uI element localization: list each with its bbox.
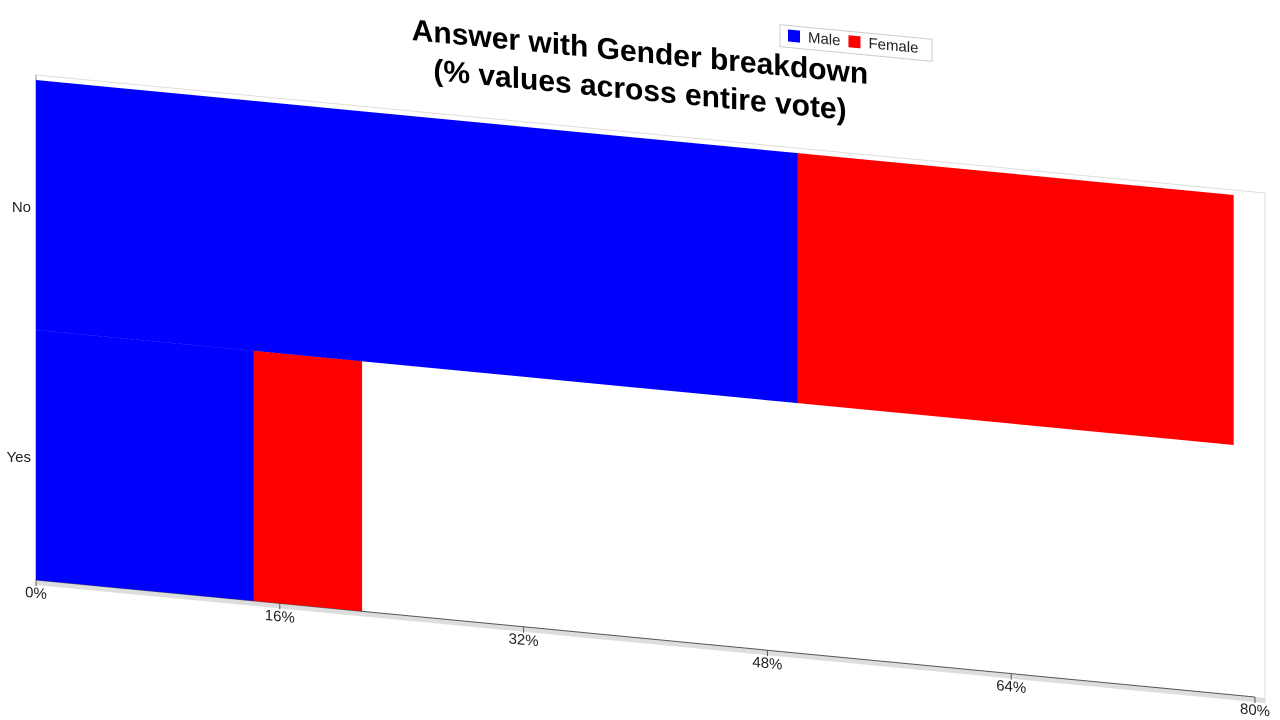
x-tick-label: 80% (1240, 701, 1270, 720)
legend-label: Female (868, 35, 918, 57)
legend-swatch (848, 35, 861, 49)
bar (797, 153, 1234, 445)
x-tick-label: 16% (265, 607, 295, 627)
bar (36, 79, 798, 404)
x-tick-label: 64% (996, 677, 1026, 697)
x-tick-label: 0% (25, 584, 47, 603)
y-tick-label: No (12, 199, 31, 216)
category-axis: No Yes (7, 199, 31, 466)
x-tick-label: 32% (509, 630, 539, 650)
floor (36, 579, 1265, 703)
legend: Male Female (779, 24, 933, 62)
y-tick-label: Yes (7, 449, 31, 466)
legend-swatch (788, 29, 800, 43)
bar (253, 350, 363, 612)
bar (36, 329, 254, 601)
legend-label: Male (808, 29, 840, 49)
x-tick-label: 48% (752, 654, 782, 674)
plot: 0% 16% 32% 48% 64% 80% (25, 74, 1270, 720)
frame-top (36, 74, 1265, 194)
